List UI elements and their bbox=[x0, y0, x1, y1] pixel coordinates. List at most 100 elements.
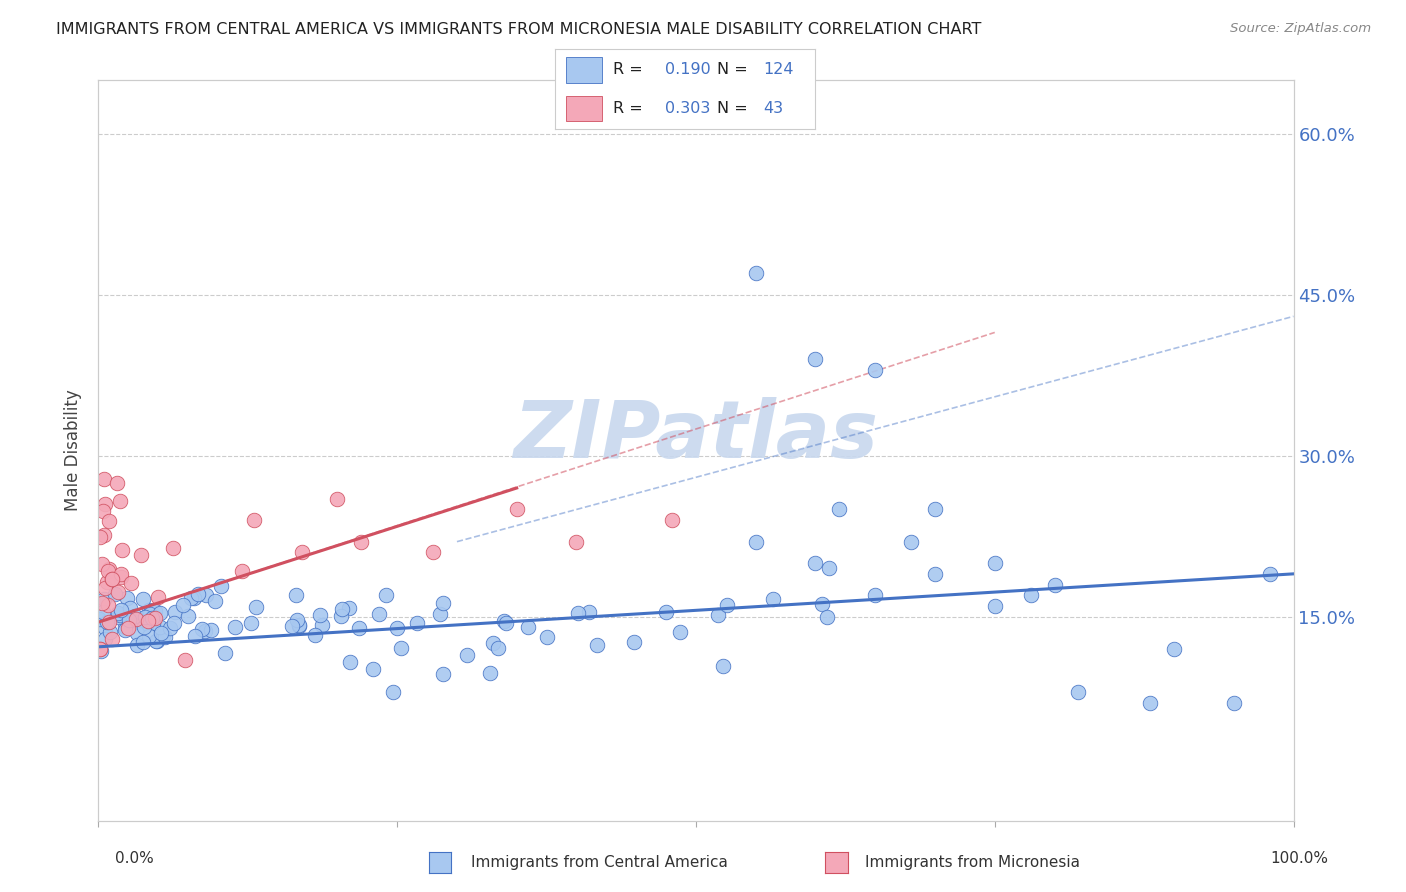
Point bbox=[194, 588, 217, 602]
Point bbox=[804, 352, 827, 367]
Point bbox=[107, 607, 129, 621]
Point bbox=[118, 601, 141, 615]
Point bbox=[138, 603, 160, 617]
Point bbox=[1139, 696, 1161, 710]
Point bbox=[127, 615, 149, 630]
Point bbox=[339, 655, 361, 669]
Point bbox=[159, 621, 181, 635]
Point bbox=[288, 618, 311, 632]
Point bbox=[138, 629, 160, 643]
Bar bbox=[565, 95, 602, 121]
Point bbox=[90, 596, 112, 610]
Text: N =: N = bbox=[717, 62, 752, 78]
Point bbox=[104, 587, 127, 601]
Point bbox=[984, 599, 1007, 613]
Point bbox=[132, 592, 155, 607]
Point bbox=[125, 626, 148, 640]
Point bbox=[1019, 588, 1042, 602]
Point bbox=[162, 616, 184, 631]
Point bbox=[1223, 696, 1246, 710]
Point bbox=[141, 604, 163, 618]
Point bbox=[707, 607, 730, 622]
Point bbox=[94, 497, 117, 511]
Point bbox=[516, 620, 538, 634]
Text: Source: ZipAtlas.com: Source: ZipAtlas.com bbox=[1230, 22, 1371, 36]
Point bbox=[98, 561, 121, 575]
Point bbox=[93, 592, 115, 607]
Point bbox=[1258, 566, 1281, 581]
Text: 124: 124 bbox=[763, 62, 794, 78]
Point bbox=[135, 616, 157, 631]
Point bbox=[745, 534, 768, 549]
Point bbox=[924, 566, 946, 581]
Point bbox=[381, 685, 404, 699]
Point bbox=[134, 620, 156, 634]
Point bbox=[811, 597, 834, 611]
Point bbox=[110, 608, 132, 623]
Point bbox=[309, 607, 332, 622]
Point bbox=[101, 632, 124, 647]
Point bbox=[565, 534, 588, 549]
Point bbox=[506, 502, 529, 516]
Point bbox=[668, 625, 690, 640]
Point bbox=[363, 662, 385, 676]
Point bbox=[141, 610, 163, 624]
Point bbox=[330, 609, 353, 624]
Point bbox=[89, 642, 111, 657]
Point bbox=[281, 619, 304, 633]
Point bbox=[623, 635, 645, 649]
Point bbox=[1043, 577, 1066, 591]
Point bbox=[984, 556, 1007, 570]
Point bbox=[488, 641, 510, 656]
Point bbox=[815, 610, 838, 624]
Point bbox=[180, 591, 202, 605]
Point bbox=[129, 548, 152, 562]
Point bbox=[91, 605, 114, 619]
Point bbox=[172, 598, 194, 612]
Point bbox=[495, 616, 517, 631]
Point bbox=[191, 622, 214, 636]
Point bbox=[91, 504, 114, 518]
Point bbox=[578, 605, 600, 619]
Text: R =: R = bbox=[613, 62, 648, 78]
Point bbox=[125, 612, 148, 626]
Point bbox=[149, 625, 172, 640]
Point bbox=[243, 513, 266, 527]
Point bbox=[183, 629, 205, 643]
Point bbox=[143, 611, 166, 625]
Point bbox=[187, 587, 209, 601]
Point bbox=[716, 598, 738, 612]
Point bbox=[98, 514, 121, 528]
Text: 100.0%: 100.0% bbox=[1271, 851, 1329, 865]
Point bbox=[120, 576, 142, 591]
Point bbox=[204, 594, 226, 608]
Point bbox=[337, 600, 360, 615]
Point bbox=[1163, 642, 1185, 657]
Point bbox=[828, 502, 851, 516]
Point bbox=[482, 636, 505, 650]
Point bbox=[350, 534, 373, 549]
Point bbox=[1067, 685, 1090, 699]
Point bbox=[149, 620, 172, 634]
Point bbox=[924, 502, 946, 516]
Point bbox=[661, 513, 683, 527]
Text: 0.303: 0.303 bbox=[665, 101, 710, 116]
Point bbox=[285, 613, 308, 627]
Point bbox=[101, 572, 124, 586]
Point bbox=[245, 599, 267, 614]
Point bbox=[711, 659, 734, 673]
Point bbox=[311, 618, 333, 632]
Text: IMMIGRANTS FROM CENTRAL AMERICA VS IMMIGRANTS FROM MICRONESIA MALE DISABILITY CO: IMMIGRANTS FROM CENTRAL AMERICA VS IMMIG… bbox=[56, 22, 981, 37]
Point bbox=[145, 634, 167, 648]
Point bbox=[536, 630, 558, 644]
Point bbox=[200, 623, 222, 637]
Point bbox=[139, 607, 162, 622]
Point bbox=[134, 610, 156, 624]
Text: Immigrants from Micronesia: Immigrants from Micronesia bbox=[865, 855, 1080, 870]
Point bbox=[432, 667, 454, 681]
Point bbox=[128, 614, 150, 628]
Point bbox=[149, 606, 172, 620]
Point bbox=[209, 579, 232, 593]
Point bbox=[432, 596, 454, 610]
Point bbox=[492, 614, 515, 628]
